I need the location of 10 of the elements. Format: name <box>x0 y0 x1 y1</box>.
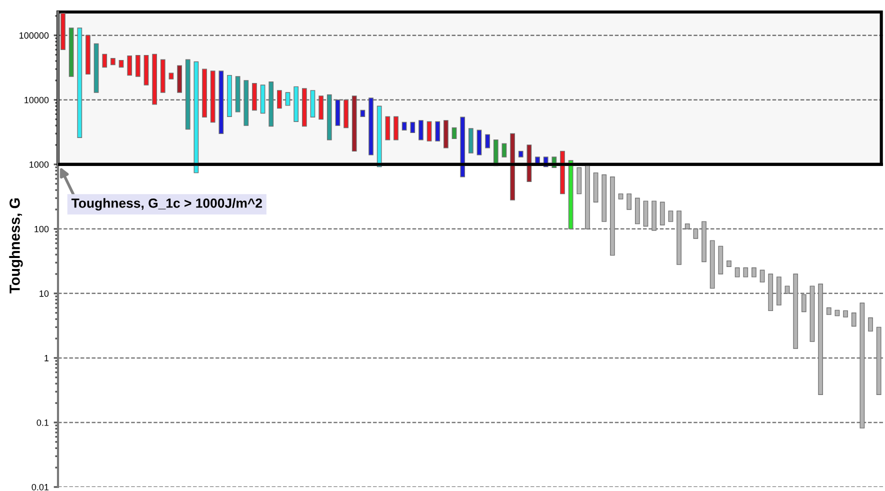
y-axis-title: Toughness, G <box>9 198 23 294</box>
y-tick-label: 100000 <box>20 32 49 39</box>
annotation: Toughness, G_1c > 1000J/m^2 <box>71 198 262 210</box>
y-tick-label: 100 <box>34 226 49 232</box>
y-tick-label: 10 <box>40 290 49 297</box>
y-tick-label: 0.1 <box>36 419 49 426</box>
y-tick-label: 10000 <box>24 96 49 104</box>
y-tick-label: 1 <box>44 355 49 362</box>
y-tick-label: 1000 <box>30 161 49 168</box>
y-tick-label: 0.01 <box>32 484 49 490</box>
